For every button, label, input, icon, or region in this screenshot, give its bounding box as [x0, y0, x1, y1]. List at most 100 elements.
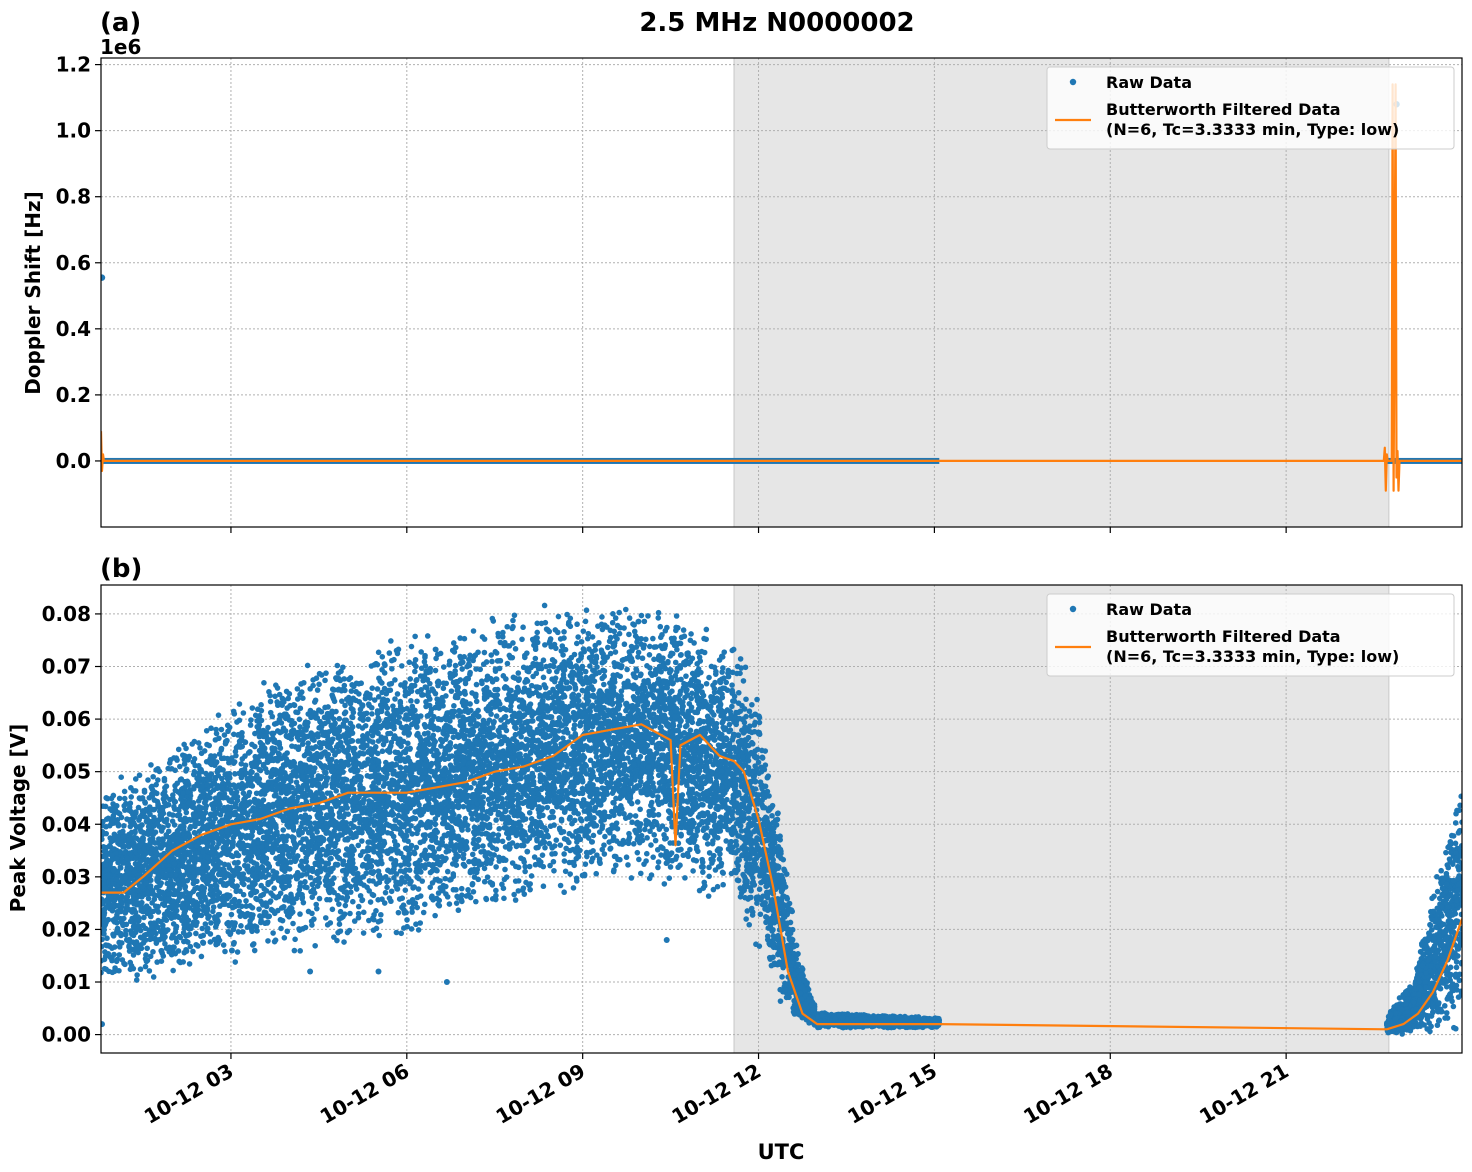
panel-b-raw-point: [293, 788, 299, 794]
panel-b-raw-point: [147, 953, 154, 960]
panel-b-raw-point: [418, 766, 425, 773]
panel-b-raw-point: [121, 823, 127, 829]
panel-b-y-tick-label: 0.02: [42, 917, 91, 941]
panel-b-raw-point: [341, 888, 347, 895]
panel-b-raw-point: [134, 925, 141, 932]
panel-b-raw-point: [108, 894, 114, 901]
panel-b-raw-point: [189, 741, 196, 747]
panel-b-raw-point: [231, 920, 237, 926]
panel-b-raw-point: [207, 887, 214, 893]
panel-b-raw-point: [371, 911, 377, 918]
panel-b-raw-point: [303, 721, 309, 727]
panel-b-raw-point: [226, 894, 232, 900]
panel-b: (b) Peak Voltage [V] 10-12 03 10-12 06 10-…: [6, 554, 1463, 1129]
panel-b-raw-point: [342, 836, 348, 843]
panel-b-raw-point: [230, 926, 237, 933]
panel-b-raw-point: [373, 925, 380, 932]
panel-b-raw-point: [401, 925, 407, 931]
panel-b-raw-point: [101, 965, 108, 972]
panel-b-raw-point: [172, 914, 178, 920]
panel-b-raw-point: [316, 834, 323, 841]
panel-b-raw-point: [204, 854, 211, 861]
panel-b-raw-point: [155, 872, 162, 879]
panel-b-raw-point: [383, 737, 389, 744]
panel-b-raw-point: [216, 751, 223, 757]
panel-b-raw-point: [379, 848, 386, 854]
panel-b-raw-point: [161, 788, 168, 795]
panel-b-raw-point: [122, 895, 129, 901]
panel-b-raw-point: [147, 841, 153, 848]
panel-b-raw-point: [158, 826, 165, 833]
panel-b-raw-point: [204, 925, 211, 932]
panel-b-raw-point: [122, 874, 129, 881]
panel-b-raw-point: [113, 915, 120, 921]
panel-b-raw-point: [417, 857, 423, 864]
panel-b-raw-point: [428, 831, 435, 838]
panel-b-raw-point: [252, 889, 258, 896]
panel-b-raw-point: [105, 871, 112, 878]
panel-b-raw-point: [101, 865, 105, 871]
panel-b-raw-point: [174, 851, 181, 858]
panel-b-raw-point: [118, 774, 125, 780]
panel-b-raw-point: [103, 942, 110, 949]
panel-b-raw-point: [198, 953, 205, 960]
panel-b-raw-point: [204, 782, 210, 788]
panel-b-y-tick-label: 0.07: [42, 655, 91, 679]
panel-b-raw-point: [171, 755, 177, 761]
panel-b-raw-point: [230, 840, 236, 846]
panel-b-raw-point: [151, 896, 158, 903]
panel-b-raw-point: [234, 949, 241, 955]
panel-b-raw-point: [335, 769, 342, 775]
panel-b-raw-point: [395, 848, 401, 854]
panel-b-raw-point: [119, 920, 126, 927]
panel-b-raw-point: [325, 710, 331, 717]
panel-b-raw-point: [311, 737, 317, 743]
panel-b-raw-point: [408, 878, 414, 885]
panel-b-raw-point: [415, 927, 422, 933]
panel-b-raw-point: [146, 968, 153, 974]
panel-b-raw-point: [404, 808, 410, 815]
panel-b-raw-point: [121, 803, 127, 809]
panel-b-y-tick-label: 0.05: [42, 760, 91, 784]
panel-b-raw-point: [227, 759, 234, 765]
panel-b-raw-point: [158, 947, 165, 954]
panel-b-raw-point: [219, 850, 226, 856]
panel-b-raw-point: [191, 784, 197, 790]
panel-b-raw-point: [384, 878, 390, 885]
panel-b-raw-point: [154, 959, 160, 965]
panel-b-raw-point: [325, 718, 331, 725]
panel-b-x-tick-label: 10-12 21: [1195, 1059, 1293, 1129]
panel-b-raw-point: [192, 886, 198, 892]
panel-b-raw-point: [185, 917, 192, 924]
panel-b-raw-point: [283, 732, 290, 739]
panel-b-raw-point: [220, 942, 227, 948]
panel-b-raw-point: [405, 740, 411, 747]
panel-b-raw-point: [375, 897, 381, 903]
panel-b-y-tick-label: 0.00: [42, 1023, 91, 1047]
panel-b-raw-point: [143, 952, 149, 958]
panel-b-raw-point: [416, 734, 423, 740]
panel-b-raw-point: [116, 952, 123, 958]
panel-b-raw-point: [213, 941, 219, 948]
panel-b-raw-point: [406, 730, 413, 737]
panel-b-raw-point: [248, 849, 255, 856]
panel-b-raw-point: [328, 821, 335, 828]
panel-b-raw-point: [303, 871, 310, 877]
panel-b-raw-point: [155, 917, 162, 924]
panel-b-raw-point: [393, 647, 400, 654]
panel-b-raw-point: [178, 854, 185, 861]
panel-b-raw-point: [277, 745, 284, 751]
panel-b-raw-point: [389, 810, 395, 817]
panel-b-raw-point: [222, 948, 228, 955]
panel-b-raw-point: [390, 719, 397, 726]
panel-b-raw-point: [157, 928, 164, 935]
panel-b-raw-point: [258, 898, 264, 905]
panel-b-raw-point: [353, 833, 359, 840]
panel-b-raw-point: [391, 711, 397, 718]
panel-b-raw-point: [266, 737, 272, 743]
panel-b-raw-point: [414, 894, 421, 901]
panel-b-raw-point: [170, 921, 177, 927]
panel-b-raw-point: [334, 763, 341, 769]
panel-b-raw-point: [327, 841, 334, 848]
panel-b-raw-point: [309, 797, 316, 804]
